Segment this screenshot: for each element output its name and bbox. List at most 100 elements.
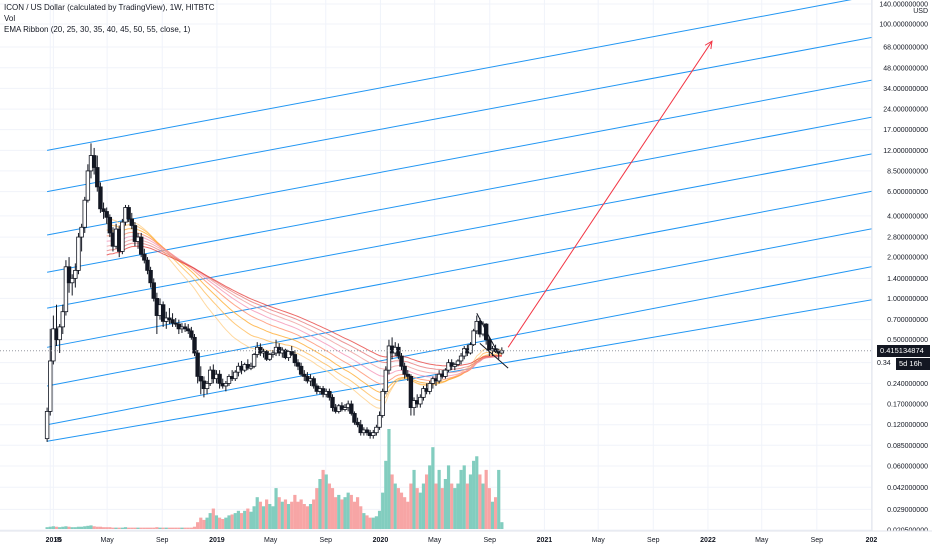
candle-body: [95, 167, 100, 188]
volume-bar: [183, 527, 187, 529]
symbol-title[interactable]: ICON / US Dollar (calculated by TradingV…: [4, 3, 215, 12]
candle-body: [267, 354, 272, 360]
bar-countdown-tag: 5d 16h: [896, 357, 930, 370]
volume-bar: [283, 499, 288, 529]
candle-body: [57, 326, 62, 341]
volume-bar: [164, 527, 168, 529]
volume-bar: [312, 499, 316, 529]
candle-body: [330, 396, 335, 408]
volume-bar: [89, 525, 93, 529]
forecast-arrow-head[interactable]: [704, 40, 713, 50]
time-axis[interactable]: [0, 531, 932, 550]
ema-ribbon-indicator-label[interactable]: EMA Ribbon (20, 25, 30, 35, 40, 45, 50, …: [4, 25, 191, 34]
volume-bar: [233, 513, 237, 529]
volume-bar: [177, 527, 181, 529]
volume-indicator-label[interactable]: Vol: [4, 14, 16, 23]
price-tick-label: 68.000000000: [883, 45, 928, 52]
candle-body: [85, 170, 91, 201]
volume-bar: [346, 492, 350, 529]
parallel-channel-line[interactable]: [47, 265, 880, 426]
volume-bar: [230, 514, 234, 529]
volume-bar: [227, 515, 231, 529]
candle-body: [298, 365, 304, 375]
volume-bar: [221, 519, 225, 529]
parallel-channel-line[interactable]: [47, 190, 880, 348]
volume-bar: [186, 527, 190, 529]
date-tick-label: May: [592, 537, 606, 544]
price-tick-label: 34.000000000: [883, 86, 928, 93]
volume-bar: [321, 469, 325, 529]
candle-body: [63, 266, 69, 313]
volume-bar: [315, 488, 319, 529]
candle-body: [383, 369, 389, 392]
candle-body: [295, 362, 301, 367]
volume-bar: [421, 483, 426, 529]
triangle-upper-line[interactable]: [476, 312, 500, 355]
volume-bar: [277, 497, 281, 529]
date-tick-label: 25: [54, 537, 62, 544]
volume-bar: [48, 526, 52, 529]
candle-body: [204, 383, 210, 390]
candle-body: [418, 396, 423, 405]
volume-bar: [236, 510, 241, 529]
candle-body: [126, 207, 131, 220]
volume-bar: [139, 527, 143, 529]
volume-bar: [359, 506, 363, 529]
parallel-channel-line[interactable]: [47, 36, 880, 193]
volume-bar: [475, 456, 479, 529]
volume-bar: [95, 526, 99, 529]
forecast-arrow-line[interactable]: [507, 40, 713, 348]
price-tick-label: 0.700000000: [887, 317, 928, 324]
volume-bar: [152, 527, 156, 529]
price-tick-label: 8.500000000: [887, 168, 928, 175]
parallel-channel-line[interactable]: [47, 227, 880, 387]
volume-bar: [393, 483, 397, 529]
volume-bar: [384, 460, 388, 529]
candle-body: [371, 432, 376, 436]
volume-bar: [136, 527, 140, 529]
volume-bar: [340, 499, 344, 529]
candle-body: [198, 376, 203, 382]
parallel-channel-line[interactable]: [47, 152, 880, 309]
price-axis[interactable]: [872, 0, 932, 531]
volume-bar: [415, 488, 419, 529]
price-tick-label: 48.000000000: [883, 65, 928, 72]
price-tick-label: 2.000000000: [887, 255, 928, 262]
candle-body: [151, 282, 156, 299]
volume-bar: [192, 526, 197, 529]
volume-bar: [456, 483, 460, 529]
candle-body: [69, 277, 75, 284]
volume-bar: [343, 497, 347, 529]
price-tick-label: 0.500000000: [887, 337, 928, 344]
volume-bar: [214, 515, 219, 529]
candle-body: [292, 354, 298, 364]
date-tick-label: 2018: [46, 537, 62, 544]
parallel-channel-line[interactable]: [47, 79, 880, 236]
triangle-lower-line[interactable]: [479, 343, 509, 369]
candle-body: [452, 364, 458, 367]
volume-bar: [127, 527, 131, 529]
candle-body: [374, 426, 379, 434]
parallel-channel-line[interactable]: [47, 116, 880, 273]
candle-body: [471, 330, 476, 346]
volume-bar: [70, 527, 74, 529]
volume-bar: [114, 527, 118, 529]
candle-body: [182, 326, 188, 330]
date-tick-label: May: [264, 537, 278, 544]
candle-body: [145, 259, 150, 271]
candle-body: [186, 328, 191, 332]
price-tick-label: 0.085000000: [887, 443, 928, 450]
volume-bar: [459, 469, 463, 529]
candle-body: [82, 199, 87, 228]
volume-bar: [478, 474, 482, 529]
parallel-channel-line[interactable]: [47, 0, 880, 151]
volume-bar: [167, 527, 172, 529]
volume-bar: [352, 501, 357, 529]
volume-bar: [61, 526, 65, 529]
volume-bar: [387, 429, 391, 529]
candle-body: [167, 317, 172, 321]
candle-body: [396, 346, 401, 357]
volume-bar: [170, 527, 175, 529]
